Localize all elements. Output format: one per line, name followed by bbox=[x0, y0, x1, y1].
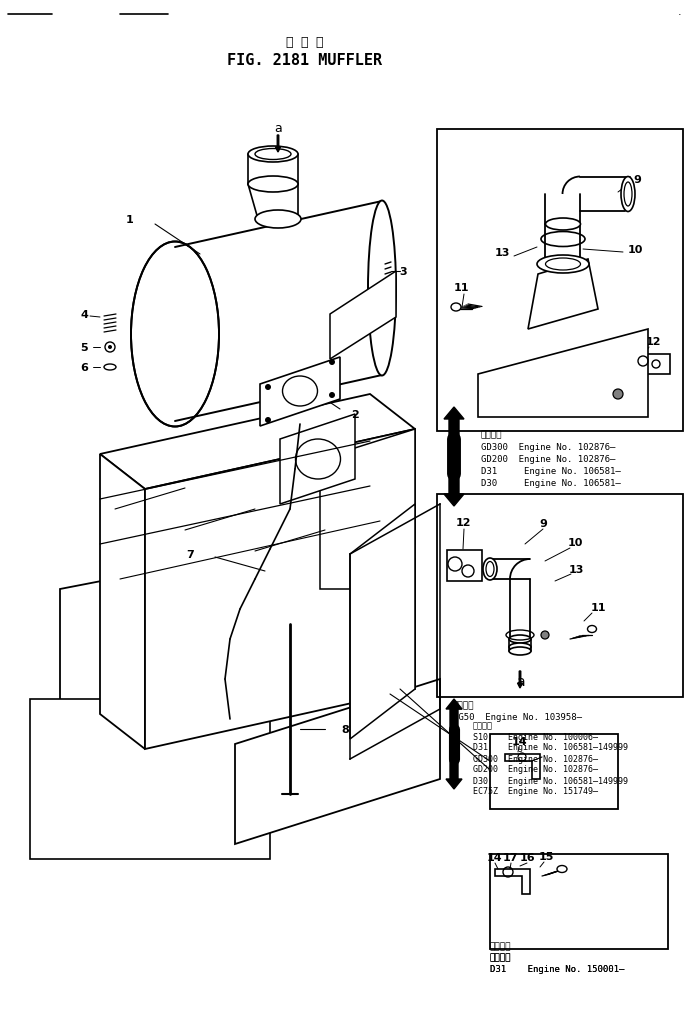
Text: a: a bbox=[274, 121, 282, 135]
Polygon shape bbox=[145, 430, 415, 749]
Text: 14: 14 bbox=[513, 737, 528, 746]
FancyArrow shape bbox=[446, 699, 462, 730]
Ellipse shape bbox=[131, 243, 219, 427]
Circle shape bbox=[613, 389, 623, 399]
FancyArrow shape bbox=[444, 475, 464, 506]
Ellipse shape bbox=[621, 177, 635, 212]
Text: a: a bbox=[516, 675, 524, 688]
Polygon shape bbox=[280, 415, 355, 504]
Text: 11: 11 bbox=[453, 282, 469, 292]
Text: 1: 1 bbox=[126, 215, 134, 225]
Polygon shape bbox=[60, 530, 415, 780]
Text: .: . bbox=[678, 7, 682, 17]
Ellipse shape bbox=[509, 643, 531, 651]
Polygon shape bbox=[350, 504, 415, 739]
Polygon shape bbox=[330, 272, 396, 360]
Text: 3: 3 bbox=[399, 267, 407, 277]
Polygon shape bbox=[235, 680, 440, 844]
Text: S10    Engine No. 100006–: S10 Engine No. 100006– bbox=[473, 732, 598, 741]
Circle shape bbox=[108, 345, 112, 350]
Ellipse shape bbox=[537, 256, 589, 274]
Text: 7: 7 bbox=[186, 549, 194, 559]
Text: 6: 6 bbox=[80, 363, 88, 373]
Text: D30     Engine No. 106581–: D30 Engine No. 106581– bbox=[481, 478, 621, 487]
Polygon shape bbox=[100, 394, 415, 489]
Text: 12: 12 bbox=[645, 336, 661, 346]
Text: 適用号機: 適用号機 bbox=[490, 942, 512, 951]
Text: 12: 12 bbox=[455, 518, 471, 528]
Text: EC75Z  Engine No. 151749–: EC75Z Engine No. 151749– bbox=[473, 787, 598, 796]
FancyArrow shape bbox=[446, 759, 462, 790]
Text: 10: 10 bbox=[567, 537, 583, 547]
Polygon shape bbox=[260, 358, 340, 427]
Text: D30    Engine No. 106581–149999: D30 Engine No. 106581–149999 bbox=[473, 775, 628, 785]
Text: 8: 8 bbox=[341, 725, 349, 735]
Text: 10: 10 bbox=[627, 245, 642, 255]
Text: 適用号機: 適用号機 bbox=[481, 430, 502, 439]
Text: 5: 5 bbox=[80, 342, 88, 353]
Circle shape bbox=[265, 384, 271, 390]
Ellipse shape bbox=[509, 636, 531, 643]
Ellipse shape bbox=[545, 219, 581, 230]
Text: D31    Engine No. 150001–: D31 Engine No. 150001– bbox=[490, 965, 624, 973]
Text: 適用号機: 適用号機 bbox=[453, 701, 475, 710]
FancyArrow shape bbox=[444, 408, 464, 439]
Ellipse shape bbox=[557, 866, 567, 872]
Text: 適用号機: 適用号機 bbox=[490, 953, 512, 962]
Circle shape bbox=[265, 418, 271, 424]
Ellipse shape bbox=[451, 304, 461, 312]
Text: GD200  Engine No. 102876–: GD200 Engine No. 102876– bbox=[481, 454, 616, 463]
Circle shape bbox=[541, 632, 549, 639]
Text: GD300  Engine No. 102876–: GD300 Engine No. 102876– bbox=[481, 442, 616, 451]
Text: 16: 16 bbox=[520, 852, 536, 862]
Ellipse shape bbox=[509, 647, 531, 655]
Text: 14: 14 bbox=[487, 852, 503, 862]
Text: D31    Engine No. 106581–149999: D31 Engine No. 106581–149999 bbox=[473, 743, 628, 752]
Text: 9: 9 bbox=[539, 519, 547, 529]
Ellipse shape bbox=[587, 626, 596, 633]
Circle shape bbox=[329, 360, 335, 366]
Text: D31    Engine No. 150001–: D31 Engine No. 150001– bbox=[490, 965, 624, 973]
Text: 適用号機: 適用号機 bbox=[490, 953, 512, 962]
Ellipse shape bbox=[255, 211, 301, 229]
Ellipse shape bbox=[248, 147, 298, 163]
Text: 15: 15 bbox=[539, 851, 554, 861]
Text: 2: 2 bbox=[351, 410, 359, 420]
FancyArrow shape bbox=[517, 672, 523, 688]
Polygon shape bbox=[100, 454, 145, 749]
Text: 13: 13 bbox=[495, 248, 510, 258]
Polygon shape bbox=[478, 330, 648, 418]
Text: 17: 17 bbox=[502, 852, 518, 862]
Polygon shape bbox=[30, 699, 270, 859]
Text: GD200  Engine No. 102876–: GD200 Engine No. 102876– bbox=[473, 764, 598, 773]
Ellipse shape bbox=[368, 202, 396, 376]
Ellipse shape bbox=[248, 177, 298, 193]
FancyArrow shape bbox=[275, 136, 280, 153]
Text: EG50  Engine No. 103958–: EG50 Engine No. 103958– bbox=[453, 713, 582, 721]
Text: マ フ ラ: マ フ ラ bbox=[286, 36, 324, 49]
Polygon shape bbox=[528, 260, 598, 330]
Text: 適用号機: 適用号機 bbox=[473, 720, 493, 730]
Text: 4: 4 bbox=[80, 310, 88, 320]
Circle shape bbox=[329, 392, 335, 398]
Text: 13: 13 bbox=[618, 371, 633, 381]
Text: D31     Engine No. 106581–: D31 Engine No. 106581– bbox=[481, 466, 621, 475]
Text: GD300  Engine No. 102876–: GD300 Engine No. 102876– bbox=[473, 754, 598, 763]
Text: 9: 9 bbox=[633, 175, 641, 184]
Ellipse shape bbox=[483, 558, 497, 581]
Polygon shape bbox=[320, 430, 415, 589]
Text: FIG. 2181 MUFFLER: FIG. 2181 MUFFLER bbox=[227, 52, 383, 67]
Text: 11: 11 bbox=[590, 602, 606, 612]
Text: 13: 13 bbox=[568, 565, 584, 575]
